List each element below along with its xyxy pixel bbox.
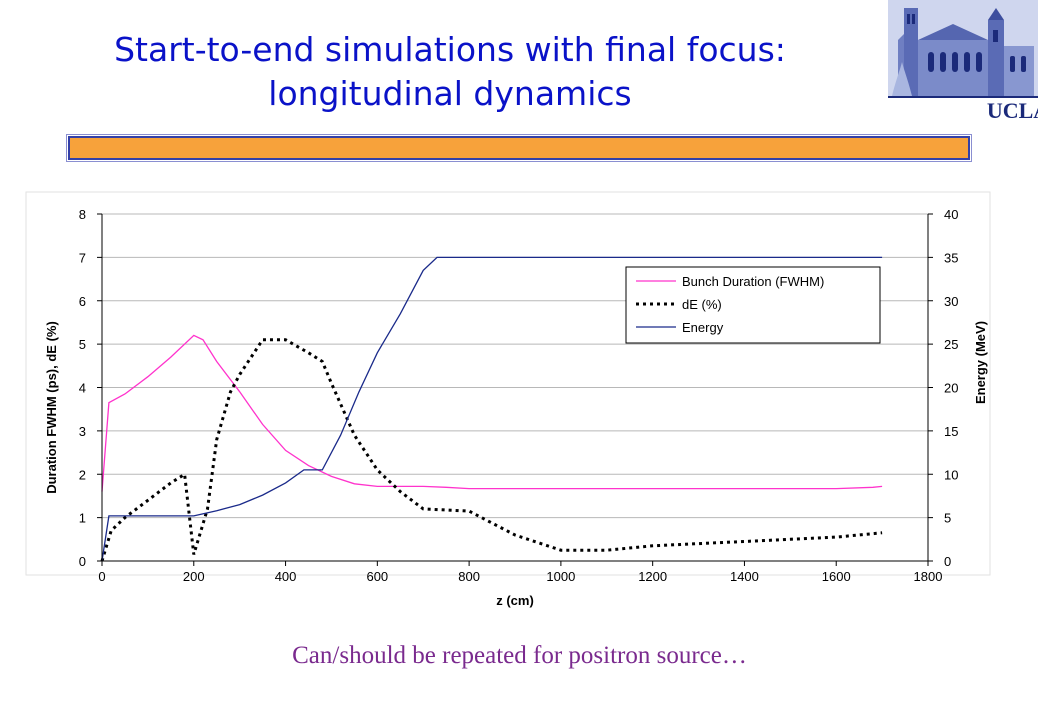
legend-label-1: Bunch Duration (FWHM) — [682, 274, 824, 289]
x-tick-label: 600 — [366, 569, 388, 584]
y-right-tick-label: 20 — [944, 381, 958, 396]
y-left-tick-label: 4 — [79, 381, 86, 396]
x-tick-label: 1000 — [546, 569, 575, 584]
x-tick-label: 0 — [98, 569, 105, 584]
y-left-tick-label: 6 — [79, 294, 86, 309]
y-right-tick-label: 10 — [944, 467, 958, 482]
chart-frame — [25, 191, 991, 576]
x-tick-label: 1600 — [822, 569, 851, 584]
x-tick-label: 1800 — [914, 569, 943, 584]
x-tick-label: 400 — [275, 569, 297, 584]
chart-series — [100, 256, 883, 562]
x-tick-label: 800 — [458, 569, 480, 584]
y-right-tick-label: 35 — [944, 250, 958, 265]
y-axis-left-label: Duration FWHM (ps), dE (%) — [44, 321, 59, 494]
y-left-tick-label: 8 — [79, 207, 86, 222]
y-right-tick-label: 0 — [944, 554, 951, 569]
legend-label-3: Energy — [682, 320, 724, 335]
x-tick-label: 1400 — [730, 569, 759, 584]
orange-divider-bar — [66, 134, 972, 162]
y-right-tick-label: 25 — [944, 337, 958, 352]
series-line-3 — [101, 256, 883, 562]
legend-label-2: dE (%) — [682, 297, 722, 312]
y-left-tick-label: 1 — [79, 511, 86, 526]
ucla-logo: UCLA — [888, 0, 1038, 122]
logo-text: UCLA — [987, 98, 1038, 122]
y-left-tick-label: 5 — [79, 337, 86, 352]
y-right-tick-label: 15 — [944, 424, 958, 439]
slide-caption: Can/should be repeated for positron sour… — [292, 642, 747, 669]
y-left-tick-label: 2 — [79, 467, 86, 482]
series-line-1 — [101, 334, 883, 492]
y-right-tick-label: 5 — [944, 511, 951, 526]
title-line-2: longitudinal dynamics — [268, 74, 632, 113]
x-tick-label: 1200 — [638, 569, 667, 584]
title-line-1: Start-to-end simulations with final focu… — [114, 30, 786, 69]
y-left-tick-label: 3 — [79, 424, 86, 439]
series-line-2 — [100, 338, 883, 562]
x-tick-label: 200 — [183, 569, 205, 584]
chart-grid — [25, 191, 991, 576]
chart-ticks: 0 200 400 600 800 1000 1200 1400 1600 18000123456… — [79, 207, 959, 584]
y-left-tick-label: 0 — [79, 554, 86, 569]
slide-title: Start-to-end simulations with final focu… — [20, 28, 880, 116]
y-left-tick-label: 7 — [79, 250, 86, 265]
legend-box — [625, 266, 881, 344]
chart: 0 200 400 600 800 1000 1200 1400 1600 18000123456… — [25, 191, 991, 608]
chart-legend: Bunch Duration (FWHM) dE (%) Energy — [625, 266, 881, 344]
y-axis-right-label: Energy (MeV) — [973, 321, 988, 404]
x-axis-label: z (cm) — [496, 593, 534, 608]
y-right-tick-label: 30 — [944, 294, 958, 309]
y-right-tick-label: 40 — [944, 207, 958, 222]
